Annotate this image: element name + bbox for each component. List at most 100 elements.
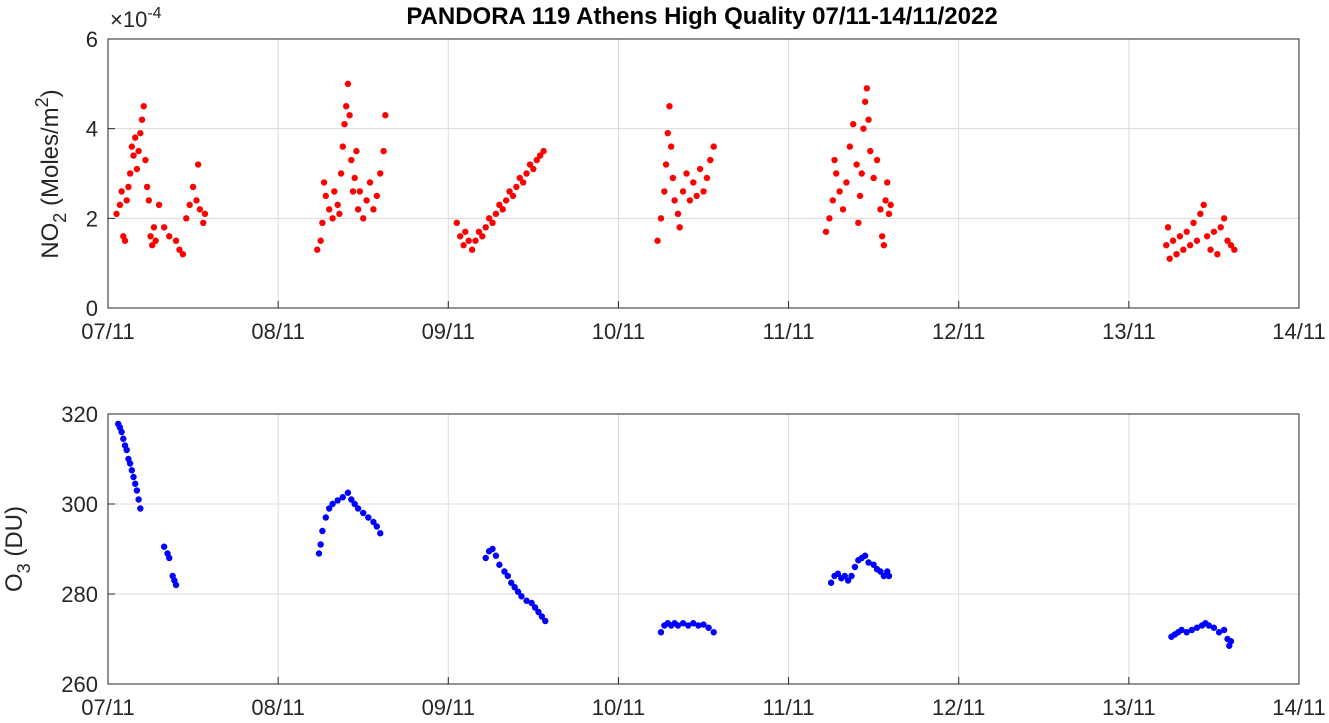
o3-data-point — [315, 550, 323, 557]
no2-data-point — [337, 170, 345, 177]
no2-data-point — [839, 206, 847, 213]
o3-data-point — [1183, 629, 1190, 636]
no2-data-point — [822, 228, 830, 235]
no2-data-point — [671, 197, 678, 204]
no2-x-tick-label: 12/11 — [932, 319, 985, 344]
no2-data-point — [462, 228, 469, 235]
no2-data-point — [846, 143, 854, 150]
no2-data-point — [354, 206, 362, 213]
o3-x-tick-label: 11/11 — [763, 695, 815, 720]
no2-data-point — [314, 246, 321, 253]
o3-data-point — [501, 568, 508, 575]
no2-data-point — [349, 188, 357, 195]
o3-data-point — [1210, 624, 1218, 631]
no2-x-tick-label: 14/11 — [1272, 319, 1325, 344]
o3-data-point — [684, 622, 692, 629]
o3-data-point — [370, 518, 377, 526]
no2-data-point — [679, 188, 687, 195]
no2-data-point — [479, 233, 486, 240]
no2-data-point — [657, 215, 665, 222]
o3-data-point — [657, 629, 665, 636]
no2-data-point — [1210, 228, 1218, 235]
o3-x-tick-label: 07/11 — [81, 695, 134, 720]
no2-data-point — [1163, 242, 1170, 249]
no2-data-point — [351, 174, 358, 182]
no2-data-point — [348, 156, 355, 164]
no2-data-point — [873, 156, 881, 164]
no2-data-point — [331, 188, 338, 195]
no2-data-point — [140, 103, 147, 110]
no2-data-point — [1207, 246, 1214, 253]
no2-data-point — [710, 143, 717, 150]
no2-data-point — [850, 120, 857, 128]
o3-x-tick-label: 14/11 — [1272, 695, 1325, 720]
no2-data-point — [831, 156, 838, 164]
o3-data-point — [120, 435, 127, 442]
no2-data-point — [118, 188, 125, 195]
no2-data-point — [123, 197, 130, 204]
o3-data-point — [118, 428, 125, 436]
no2-data-point — [884, 179, 891, 186]
no2-data-point — [523, 170, 530, 177]
no2-data-point — [1203, 233, 1211, 240]
no2-data-point — [506, 188, 513, 195]
no2-data-point — [133, 165, 141, 173]
no2-data-point — [456, 233, 464, 240]
no2-data-point — [319, 219, 326, 227]
o3-data-point — [827, 579, 835, 586]
no2-data-point — [516, 174, 523, 182]
o3-data-point — [531, 604, 539, 611]
no2-data-point — [360, 215, 367, 222]
no2-y-axis-label: NO2 (Moles/m2) — [32, 89, 70, 258]
no2-data-point — [533, 156, 540, 164]
no2-data-point — [843, 179, 850, 186]
o3-data-point — [489, 545, 496, 553]
no2-data-point — [166, 233, 173, 240]
o3-data-point — [1178, 626, 1185, 634]
o3-data-point — [492, 552, 500, 559]
o3-data-point — [870, 561, 877, 568]
o3-data-point — [166, 554, 173, 562]
o3-data-point — [137, 505, 144, 512]
no2-data-point — [325, 206, 333, 213]
no2-data-point — [696, 165, 704, 173]
no2-y-tick-label: 4 — [86, 117, 98, 142]
no2-data-point — [707, 156, 714, 164]
no2-data-point — [334, 201, 341, 209]
o3-data-point — [351, 500, 358, 508]
no2-data-point — [1197, 210, 1204, 218]
no2-data-point — [887, 201, 894, 209]
no2-data-point — [475, 228, 483, 235]
o3-data-point — [126, 460, 134, 467]
o3-data-point — [851, 563, 859, 571]
o3-data-point — [508, 579, 515, 586]
no2-data-point — [194, 161, 202, 168]
o3-axes-box — [107, 413, 1300, 685]
no2-data-point — [373, 192, 381, 200]
o3-data-point — [130, 473, 137, 481]
o3-data-point — [360, 509, 367, 517]
no2-data-point — [877, 206, 884, 213]
no2-x-tick-label: 11/11 — [763, 319, 815, 344]
no2-data-point — [540, 147, 547, 155]
no2-data-point — [176, 246, 183, 253]
no2-data-point — [380, 147, 387, 155]
o3-x-tick-label: 08/11 — [251, 695, 304, 720]
o3-data-point — [865, 559, 872, 566]
no2-x-tick-label: 09/11 — [422, 319, 475, 344]
o3-data-point — [344, 489, 352, 496]
o3-data-point — [329, 500, 336, 508]
no2-data-point — [363, 197, 370, 204]
o3-data-point — [834, 570, 842, 577]
o3-data-point — [334, 497, 341, 504]
no2-data-point — [322, 192, 329, 200]
o3-data-point — [535, 608, 542, 616]
no2-data-point — [152, 237, 159, 244]
no2-data-point — [356, 188, 364, 195]
no2-data-point — [145, 197, 153, 204]
no2-data-point — [1217, 224, 1224, 231]
o3-data-point — [880, 572, 888, 580]
no2-y-tick-label: 6 — [86, 27, 98, 52]
no2-data-point — [150, 224, 158, 231]
